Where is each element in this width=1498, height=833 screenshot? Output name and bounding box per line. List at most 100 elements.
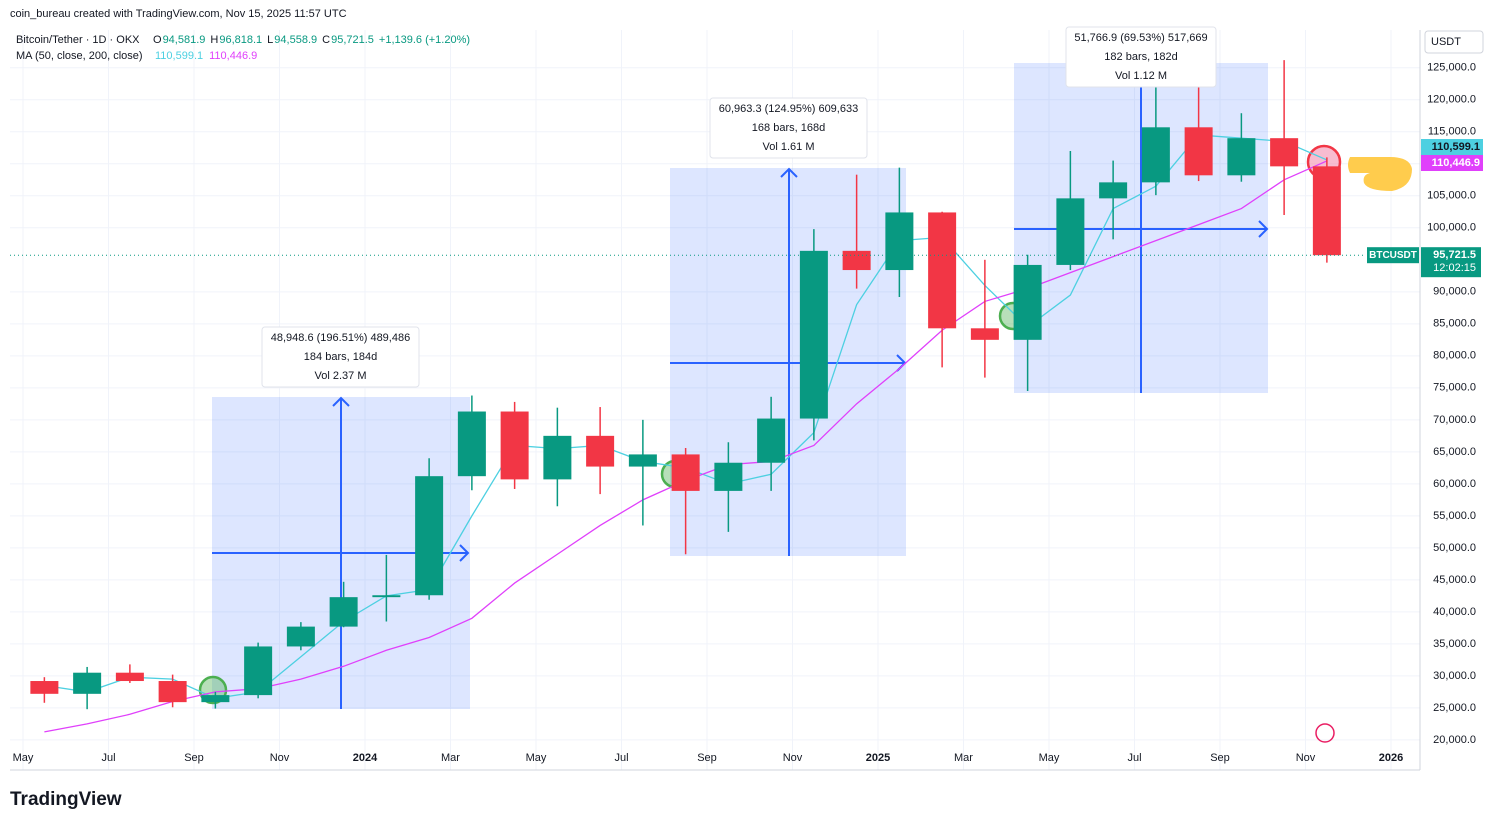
measure-tooltip — [261, 326, 420, 388]
countdown: 12:02:15 — [1433, 262, 1476, 274]
alert-icon[interactable] — [1315, 723, 1335, 743]
y-tick-label: 105,000.0 — [1427, 190, 1476, 202]
ohlc-value: 94,558.9 — [274, 34, 317, 46]
candle-body — [415, 476, 444, 596]
x-tick-label: Sep — [184, 752, 204, 764]
candle-body — [201, 695, 230, 703]
x-tick-label: May — [13, 752, 34, 764]
candle-body — [1227, 138, 1256, 176]
y-tick-label: 55,000.0 — [1433, 510, 1476, 522]
x-tick-label: May — [526, 752, 547, 764]
x-tick-label: Sep — [697, 752, 717, 764]
candle-body — [329, 597, 358, 627]
ohlc-key: C — [322, 34, 330, 46]
ohlc-value: 95,721.5 — [331, 34, 374, 46]
y-tick-label: 35,000.0 — [1433, 638, 1476, 650]
candle-body — [30, 681, 59, 694]
symbol-badge — [1367, 247, 1419, 264]
x-tick-label: Mar — [441, 752, 460, 764]
measure-text: 182 bars, 182d — [1104, 51, 1177, 63]
candle-body — [158, 681, 187, 703]
x-tick-label: Nov — [783, 752, 803, 764]
y-tick-label: 125,000.0 — [1427, 62, 1476, 74]
candle-body — [628, 454, 657, 467]
candle-body — [73, 672, 102, 694]
pointing-hand — [1348, 157, 1412, 191]
candle-body — [244, 646, 273, 696]
candle-body — [714, 462, 743, 491]
x-tick-label: Jul — [101, 752, 115, 764]
ma-badge-label: 110,599.1 — [1432, 141, 1480, 153]
credit: coin_bureau created with TradingView.com… — [10, 8, 347, 20]
x-tick-label: 2025 — [866, 752, 890, 764]
ohlc-value: 96,818.1 — [219, 34, 262, 46]
measure-tooltip — [1065, 26, 1217, 88]
candle-body — [885, 212, 914, 271]
y-tick-label: 45,000.0 — [1433, 574, 1476, 586]
measure-text: 51,766.9 (69.53%) 517,669 — [1074, 32, 1207, 44]
y-tick-label: 60,000.0 — [1433, 478, 1476, 490]
candle-body — [543, 435, 572, 480]
y-tick-label: 40,000.0 — [1433, 606, 1476, 618]
x-tick-label: Jul — [614, 752, 628, 764]
x-tick-label: May — [1039, 752, 1060, 764]
y-tick-label: 85,000.0 — [1433, 318, 1476, 330]
candle-body — [928, 212, 957, 329]
x-tick-label: Sep — [1210, 752, 1230, 764]
measure-text: Vol 2.37 M — [315, 370, 367, 382]
measure-text: 168 bars, 168d — [752, 122, 825, 134]
y-tick-label: 115,000.0 — [1428, 126, 1476, 138]
change: +1,139.6 (+1.20%) — [379, 34, 470, 46]
currency-button[interactable] — [1424, 30, 1484, 54]
ma-value: 110,599.1 — [155, 50, 203, 62]
candle-body — [1013, 264, 1042, 340]
candle-body — [842, 250, 871, 271]
y-tick-label: 120,000.0 — [1427, 94, 1476, 106]
y-tick-label: 80,000.0 — [1433, 350, 1476, 362]
candle-body — [586, 435, 615, 467]
symbol: Bitcoin/Tether · 1D · OKX — [16, 34, 140, 46]
y-tick-label: 30,000.0 — [1433, 670, 1476, 682]
candle-body — [799, 250, 828, 419]
measure-tooltip — [709, 97, 868, 159]
measure-text: Vol 1.61 M — [763, 141, 815, 153]
candle-body — [1270, 138, 1299, 167]
candle-body — [1184, 127, 1213, 176]
measure-text: 48,948.6 (196.51%) 489,486 — [271, 332, 410, 344]
candle-body — [457, 411, 486, 477]
candle-body — [1141, 127, 1170, 183]
y-tick-label: 75,000.0 — [1433, 382, 1476, 394]
candle-body — [970, 328, 999, 340]
measure-text: 60,963.3 (124.95%) 609,633 — [719, 103, 858, 115]
x-tick-label: 2024 — [353, 752, 378, 764]
candle-body — [1312, 166, 1341, 256]
measure-text: Vol 1.12 M — [1115, 70, 1167, 82]
y-tick-label: 65,000.0 — [1433, 446, 1476, 458]
y-tick-label: 70,000.0 — [1433, 414, 1476, 426]
ma-title: MA (50, close, 200, close) — [16, 50, 143, 62]
candle-body — [115, 672, 144, 682]
ma-badge — [1421, 155, 1483, 171]
candle-body — [372, 595, 401, 598]
y-tick-label: 100,000.0 — [1427, 222, 1476, 234]
ohlc-value: 94,581.9 — [163, 34, 206, 46]
candle-body — [1099, 182, 1128, 199]
candle-body — [757, 418, 786, 463]
x-tick-label: Nov — [1296, 752, 1316, 764]
ma-badge — [1421, 139, 1483, 155]
measure-text: 184 bars, 184d — [304, 351, 377, 363]
x-tick-label: Mar — [954, 752, 973, 764]
x-tick-label: Jul — [1127, 752, 1141, 764]
logo: TradingView — [10, 789, 122, 810]
measure-arrows — [212, 64, 1269, 709]
price-label: 95,721.5 — [1433, 249, 1476, 261]
x-tick-label: 2026 — [1379, 752, 1403, 764]
currency[interactable]: USDT — [1431, 36, 1461, 48]
y-tick-label: 50,000.0 — [1433, 542, 1476, 554]
x-tick-label: Nov — [270, 752, 290, 764]
measurement-boxes — [212, 63, 1269, 709]
ohlc-key: O — [153, 34, 162, 46]
symbol-label: BTCUSDT — [1369, 250, 1417, 261]
